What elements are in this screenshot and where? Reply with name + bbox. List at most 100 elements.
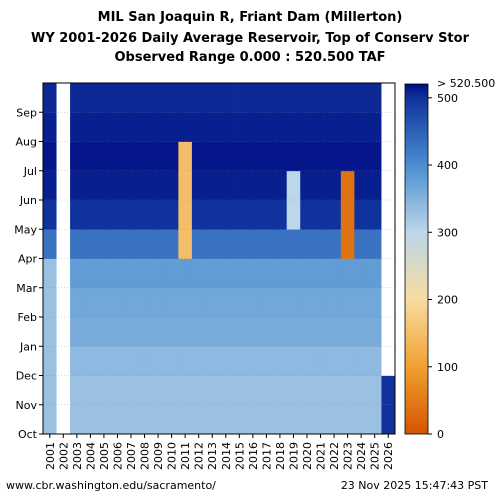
x-tick-label: 2005 [98, 442, 111, 470]
heatmap-cell [286, 170, 301, 201]
heatmap-cell [354, 258, 369, 289]
heatmap-cell [367, 258, 382, 289]
heatmap-cell [246, 200, 261, 230]
heatmap-cell [164, 83, 179, 113]
y-tick-label: Aug [16, 136, 37, 149]
heatmap-cell [164, 170, 179, 201]
y-tick-label: Oct [18, 428, 38, 441]
heatmap-cell [178, 141, 193, 172]
heatmap-cell [110, 375, 125, 406]
heatmap-cell [219, 141, 233, 172]
heatmap-cell [70, 258, 85, 289]
heatmap-cell [259, 375, 274, 406]
x-tick-label: 2022 [328, 442, 341, 470]
heatmap-cell [286, 346, 301, 376]
heatmap-cell [381, 258, 396, 289]
heatmap-cell [191, 287, 206, 318]
heatmap-cell [313, 346, 328, 376]
heatmap-cell [70, 83, 85, 113]
heatmap-cell [340, 317, 355, 347]
heatmap-cell [178, 375, 193, 406]
heatmap-cell [286, 229, 301, 259]
heatmap-cell [43, 112, 57, 142]
heatmap-cell [259, 346, 274, 376]
heatmap-cell [191, 317, 206, 347]
heatmap-cell [232, 287, 247, 318]
heatmap-cell [56, 141, 71, 172]
heatmap-cell [70, 287, 85, 318]
heatmap-cell [124, 287, 139, 318]
heatmap-cell [313, 200, 328, 230]
heatmap-cell [327, 141, 342, 172]
heatmap-cell [70, 112, 85, 142]
heatmap-cell [273, 200, 288, 230]
heatmap-cell [191, 404, 206, 435]
heatmap-cell [367, 287, 382, 318]
heatmap-cell [327, 170, 342, 201]
heatmap-cell [124, 112, 139, 142]
heatmap-cell [83, 287, 98, 318]
heatmap-cell [124, 258, 139, 289]
heatmap-cell [43, 229, 57, 259]
heatmap-cell [259, 258, 274, 289]
y-tick-label: Mar [16, 282, 37, 295]
heatmap-cell [83, 375, 98, 406]
heatmap-cell [178, 229, 193, 259]
heatmap-cell [178, 258, 193, 289]
heatmap-cell [300, 404, 315, 435]
heatmap-cell [151, 229, 166, 259]
heatmap-cell [164, 200, 179, 230]
heatmap-cell [246, 258, 261, 289]
heatmap-cell [205, 346, 220, 376]
heatmap-cell [151, 200, 166, 230]
footer-url[interactable]: www.cbr.washington.edu/sacramento/ [6, 479, 216, 492]
heatmap-cell [56, 317, 71, 347]
heatmap-cell [232, 317, 247, 347]
heatmap-cell [164, 229, 179, 259]
heatmap-cell [151, 375, 166, 406]
heatmap-cell [124, 229, 139, 259]
heatmap-cell [83, 346, 98, 376]
heatmap-cell [137, 141, 152, 172]
heatmap-cell [56, 404, 71, 435]
heatmap-cell [137, 83, 152, 113]
x-tick-label: 2016 [247, 442, 260, 470]
heatmap-cell [246, 317, 261, 347]
heatmap-cell [286, 258, 301, 289]
heatmap-cell [219, 229, 233, 259]
heatmap-cell [219, 287, 233, 318]
heatmap-cell [164, 404, 179, 435]
heatmap-cell [340, 287, 355, 318]
heatmap-cell [246, 287, 261, 318]
chart-title-line2: WY 2001-2026 Daily Average Reservoir, To… [30, 31, 469, 46]
heatmap-cell [191, 375, 206, 406]
heatmap-cell [97, 200, 112, 230]
heatmap-cell [219, 317, 233, 347]
heatmap-cell [354, 141, 369, 172]
x-tick-label: 2017 [260, 442, 273, 470]
heatmap-cell [300, 346, 315, 376]
heatmap-cell [286, 112, 301, 142]
heatmap-cell [327, 317, 342, 347]
heatmap-cell [286, 141, 301, 172]
heatmap-cell [151, 317, 166, 347]
heatmap-cell [178, 112, 193, 142]
heatmap-cell [259, 404, 274, 435]
heatmap-cell [367, 141, 382, 172]
heatmap-cell [70, 229, 85, 259]
heatmap-cell [164, 141, 179, 172]
heatmap-cell [313, 375, 328, 406]
y-tick-label: Jul [23, 165, 37, 178]
heatmap-cell [124, 346, 139, 376]
heatmap-cell [381, 83, 396, 113]
heatmap-cell [381, 112, 396, 142]
heatmap-cell [70, 141, 85, 172]
heatmap-cell [97, 258, 112, 289]
x-tick-label: 2025 [369, 442, 382, 470]
heatmap-cell [313, 229, 328, 259]
heatmap-cell [286, 287, 301, 318]
heatmap-cell [43, 83, 57, 113]
heatmap-cell [259, 112, 274, 142]
heatmap-cell [151, 170, 166, 201]
x-tick-label: 2008 [139, 442, 152, 470]
